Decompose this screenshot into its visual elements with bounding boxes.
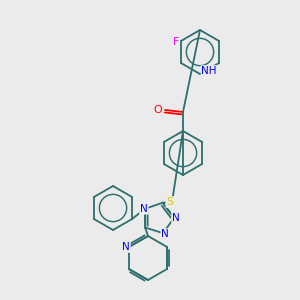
Text: N: N (172, 213, 180, 223)
Text: F: F (173, 37, 179, 47)
Text: O: O (154, 105, 162, 115)
Text: NH: NH (202, 66, 217, 76)
Text: N: N (161, 229, 169, 239)
Text: S: S (167, 197, 174, 207)
Text: N: N (122, 242, 130, 252)
Text: N: N (140, 204, 148, 214)
